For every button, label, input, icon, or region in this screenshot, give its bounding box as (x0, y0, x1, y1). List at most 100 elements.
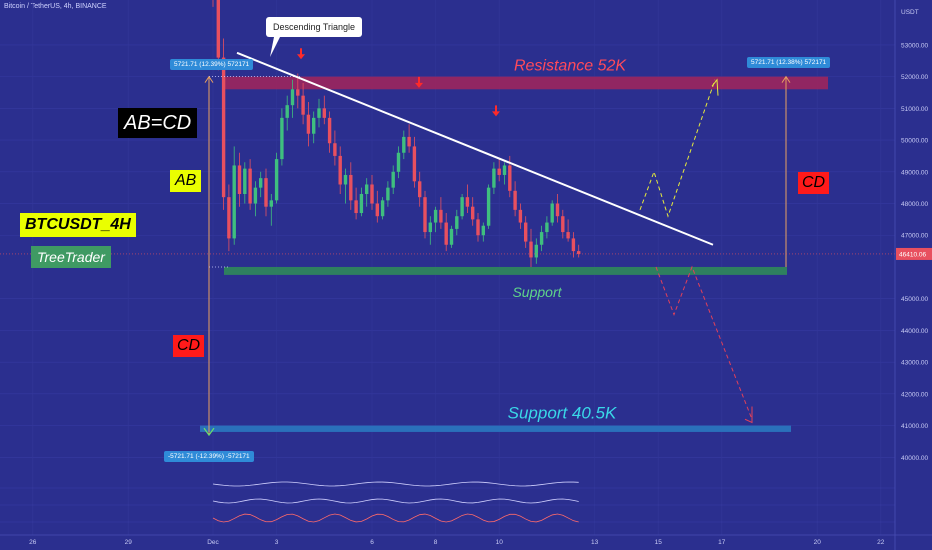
candle-body (555, 203, 560, 217)
measure-label-bottom[interactable]: -5721.71 (-12.39%) -572171 (164, 451, 254, 462)
candle (227, 184, 231, 252)
candle (259, 171, 263, 198)
candle-body (285, 105, 289, 118)
descending-triangle-callout[interactable]: Descending Triangle (266, 17, 363, 37)
candle (354, 187, 358, 220)
candle (264, 168, 268, 217)
arrow-head (492, 111, 500, 117)
candle-body (312, 117, 316, 134)
x-tick-label: 15 (655, 539, 663, 546)
callout-pointer (270, 37, 280, 57)
cd-leg-label-left: CD (173, 335, 205, 357)
y-tick-label: 44000.00 (901, 328, 928, 335)
candle-body (296, 89, 300, 96)
x-tick-label: 29 (125, 539, 133, 546)
candle-body (566, 232, 570, 239)
measure-label-top-left[interactable]: 5721.71 (12.39%) 572171 (170, 59, 254, 70)
y-tick-label: 49000.00 (901, 169, 928, 176)
candle-body (264, 178, 268, 207)
x-tick-label: 10 (496, 539, 504, 546)
candle (402, 130, 406, 160)
candle-body (444, 222, 448, 245)
candle (375, 190, 379, 223)
candle-body (343, 174, 348, 185)
candle-body (539, 232, 544, 245)
candle (333, 130, 337, 166)
candle-body (386, 187, 390, 201)
measure-arrow-up-right (781, 75, 791, 83)
candle (539, 225, 544, 252)
candle-body (508, 165, 512, 191)
candle (455, 209, 459, 236)
candle (237, 152, 242, 207)
candle-body (460, 197, 464, 217)
candle (423, 190, 427, 239)
candle (212, 0, 214, 7)
candle (471, 197, 475, 226)
top-marker-arrow (492, 105, 500, 117)
y-tick-label: 50000.00 (901, 138, 928, 145)
candle (232, 146, 236, 245)
bullish-projection-path (639, 79, 716, 218)
candle (418, 171, 422, 207)
candle-body (301, 95, 305, 115)
candle (481, 222, 485, 242)
candle (444, 213, 448, 252)
candle-body (338, 155, 342, 185)
support-zone-label: Support (512, 284, 562, 300)
candle (555, 194, 560, 223)
symbol-label: BTCUSDT_4H (20, 213, 136, 237)
candles-layer (212, 0, 581, 267)
candle (391, 165, 395, 194)
y-tick-label: 52000.00 (901, 74, 928, 81)
candle (285, 95, 289, 131)
y-axis-unit-label: USDT (901, 9, 919, 16)
current-price-label: 46410.06 (899, 251, 926, 258)
bullish-projection-arrowhead (711, 78, 719, 96)
candle (492, 162, 496, 194)
candle-body (227, 197, 231, 239)
current-price-tag (896, 247, 932, 260)
candle (343, 168, 348, 204)
candle-body (370, 184, 374, 204)
x-tick-label: 26 (29, 539, 37, 546)
candle (486, 184, 491, 229)
candle-body (571, 238, 576, 252)
candle-body (529, 241, 533, 258)
candle-body (524, 222, 528, 242)
zones-layer (200, 76, 828, 432)
resistance-zone (224, 76, 828, 90)
candle-body (502, 165, 507, 175)
candle-body (306, 114, 311, 134)
candle (460, 194, 464, 220)
candle (243, 162, 247, 204)
y-tick-label: 53000.00 (901, 42, 928, 49)
measure-label-top-right[interactable]: 5721.71 (12.38%) 572171 (747, 57, 831, 68)
candle-body (407, 136, 411, 147)
candle (534, 238, 538, 264)
candle (412, 136, 417, 188)
candle-body (423, 197, 427, 233)
x-tick-label: 20 (814, 539, 822, 546)
candle-body (280, 117, 284, 160)
candle (524, 216, 528, 248)
candle (386, 181, 390, 207)
candle-body (577, 251, 581, 254)
candle-body (396, 152, 401, 172)
candle (545, 216, 549, 239)
x-tick-label: 8 (434, 539, 438, 546)
candle (365, 178, 369, 207)
candle (439, 197, 443, 229)
candle (513, 181, 517, 217)
candle-body (216, 0, 220, 58)
candle (359, 187, 364, 217)
candle-body (232, 165, 236, 239)
candle (216, 0, 220, 71)
candle-body (349, 174, 353, 201)
resistance-label: Resistance 52K (514, 58, 627, 75)
author-label: TreeTrader (31, 246, 111, 268)
candle-body (481, 225, 485, 236)
candle-body (243, 168, 247, 194)
candle (433, 206, 438, 233)
